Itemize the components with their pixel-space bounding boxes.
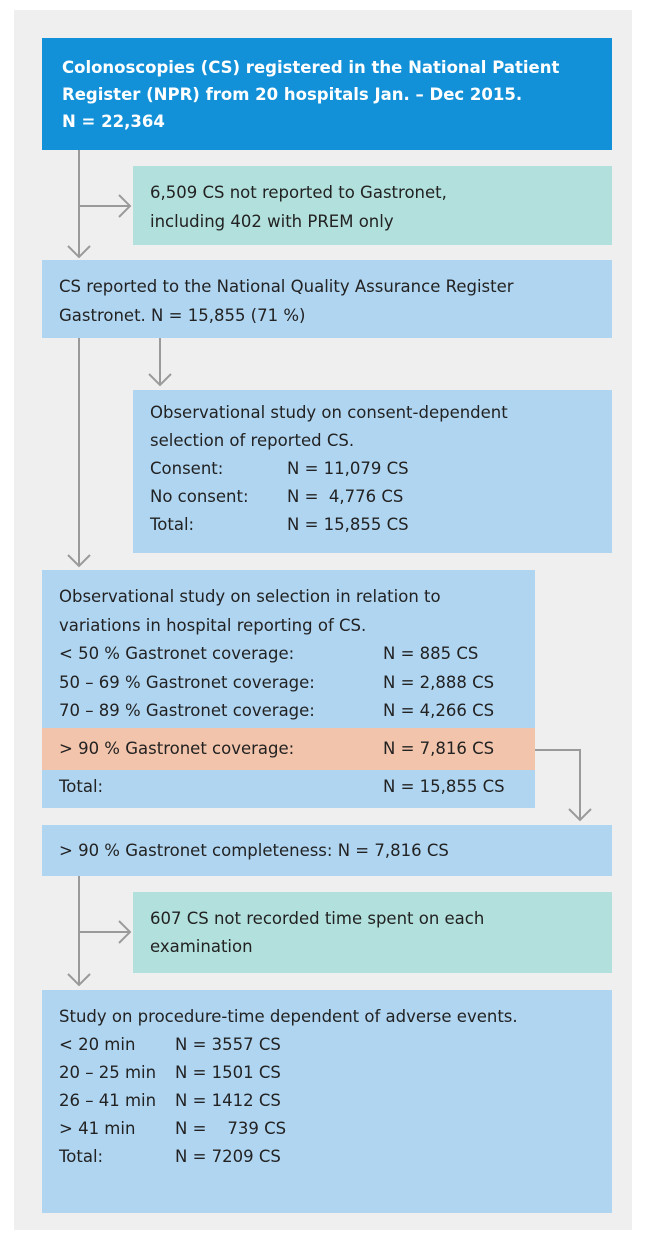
row-value: N = 1412 CS (175, 1091, 281, 1110)
node-text: Gastronet. N = 15,855 (71 %) (59, 306, 306, 325)
node-text: N = 22,364 (62, 112, 165, 131)
row-label: Total: (150, 515, 195, 534)
row-label: 20 – 25 min (59, 1063, 157, 1082)
node-text: Observational study on consent-dependent (150, 403, 508, 422)
node-text: CS reported to the National Quality Assu… (59, 277, 514, 296)
node-box: Colonoscopies (CS) registered in the Nat… (42, 38, 612, 150)
arrow (535, 749, 592, 822)
node-text: Observational study on selection in rela… (59, 587, 441, 606)
row-value: N = 7,816 CS (383, 739, 495, 758)
node-text: 6,509 CS not reported to Gastronet, (150, 183, 447, 202)
node-box: Total: N = 15,855 CS (42, 770, 535, 808)
row-value: N = 7209 CS (175, 1147, 281, 1166)
row-value: N = 739 CS (175, 1119, 287, 1138)
row-value: N = 15,855 CS (287, 515, 409, 534)
row-value: N = 1501 CS (175, 1063, 281, 1082)
row-label: Total: (59, 777, 104, 796)
node-text: Colonoscopies (CS) registered in the Nat… (62, 58, 560, 77)
node-box: Study on procedure-time dependent of adv… (42, 990, 612, 1213)
node-box: > 90 % Gastronet completeness: N = 7,816… (42, 825, 612, 876)
arrow (67, 338, 172, 568)
row-value: N = 11,079 CS (287, 459, 409, 478)
row-label: 50 – 69 % Gastronet coverage: (59, 672, 315, 692)
node-box: 6,509 CS not reported to Gastronet, inclu… (133, 166, 612, 245)
row-label: < 20 min (59, 1035, 136, 1054)
node-box: Observational study on selection in rela… (42, 570, 535, 728)
row-value: N = 4,266 CS (383, 701, 495, 720)
arrow (67, 876, 132, 987)
row-value: N = 4,776 CS (287, 487, 404, 506)
node-text: Register (NPR) from 20 hospitals Jan. – … (62, 85, 523, 104)
node-box: > 90 % Gastronet coverage: N = 7,816 CS (42, 728, 535, 770)
row-label: 70 – 89 % Gastronet coverage: (59, 701, 315, 720)
row-label: > 41 min (59, 1119, 136, 1138)
row-value: N = 885 CS (383, 644, 479, 663)
node-text: including 402 with PREM only (150, 212, 394, 231)
arrow (67, 150, 132, 259)
node-box: 607 CS not recorded time spent on each ex… (133, 892, 612, 973)
node-text: selection of reported CS. (150, 431, 355, 450)
row-value: N = 3557 CS (175, 1035, 281, 1054)
row-value: N = 15,855 CS (383, 777, 505, 796)
node-text: Study on procedure-time dependent of adv… (59, 1007, 518, 1026)
node-text: > 90 % Gastronet completeness: N = 7,816… (59, 841, 449, 860)
row-label: < 50 % Gastronet coverage: (59, 644, 295, 663)
node-text: variations in hospital reporting of CS. (59, 615, 367, 635)
node-box: Observational study on consent-dependent… (133, 390, 612, 553)
node-text: examination (150, 937, 253, 956)
node-box: CS reported to the National Quality Assu… (42, 260, 612, 338)
node-text: 607 CS not recorded time spent on each (150, 909, 485, 928)
row-label: Consent: (150, 459, 224, 478)
row-label: Total: (59, 1147, 104, 1166)
row-label: No consent: (150, 487, 249, 506)
row-label: > 90 % Gastronet coverage: (59, 739, 295, 758)
row-value: N = 2,888 CS (383, 672, 495, 692)
row-label: 26 – 41 min (59, 1091, 157, 1110)
